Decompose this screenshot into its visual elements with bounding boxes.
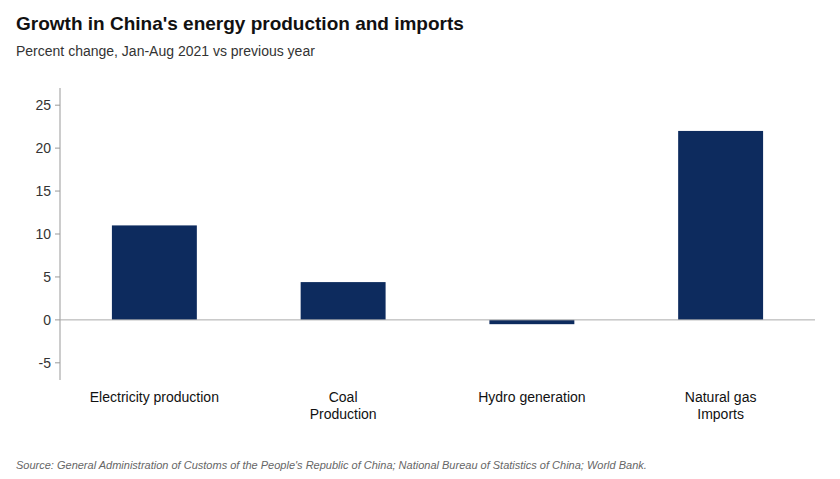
y-tick: [55, 234, 60, 235]
y-tick-label: 10: [35, 226, 51, 242]
x-tick-label-line: Coal: [329, 389, 358, 405]
x-tick-label: Hydro generation: [478, 389, 585, 405]
y-tick-label: 15: [35, 183, 51, 199]
chart-svg: Growth in China's energy production and …: [0, 0, 840, 479]
source: Source: General Administration of Custom…: [16, 459, 647, 471]
x-tick-label-line: Production: [310, 406, 377, 422]
y-tick: [55, 148, 60, 149]
title: Growth in China's energy production and …: [16, 13, 464, 34]
x-tick-label-line: Hydro generation: [478, 389, 585, 405]
y-tick-label: 5: [43, 269, 51, 285]
chart-container: Growth in China's energy production and …: [0, 0, 840, 479]
x-tick-label: CoalProduction: [310, 389, 377, 422]
y-tick-label: 20: [35, 140, 51, 156]
y-axis-line: [60, 88, 61, 380]
x-tick-label-line: Electricity production: [90, 389, 219, 405]
bars: [112, 131, 763, 324]
x-tick-label-line: Imports: [697, 406, 744, 422]
x-tick-label: Electricity production: [90, 389, 219, 405]
y-tick: [55, 362, 60, 363]
y-tick-label: 25: [35, 97, 51, 113]
y-tick: [55, 105, 60, 106]
x-tick-label-line: Natural gas: [685, 389, 757, 405]
bar: [489, 320, 574, 324]
bar: [112, 225, 197, 319]
y-tick: [55, 191, 60, 192]
x-axis: Electricity production CoalProduction Hydr…: [90, 389, 757, 422]
y-tick-label: -5: [39, 355, 52, 371]
x-tick-label: Natural gasImports: [685, 389, 757, 422]
y-tick: [55, 276, 60, 277]
y-axis: -5 0 5 10 15 20 25: [35, 88, 60, 380]
y-tick: [55, 319, 60, 320]
y-tick-label: 0: [43, 312, 51, 328]
zero-line: [60, 319, 815, 320]
bar: [301, 282, 386, 320]
subtitle: Percent change, Jan-Aug 2021 vs previous…: [16, 43, 315, 59]
bar: [678, 131, 763, 320]
